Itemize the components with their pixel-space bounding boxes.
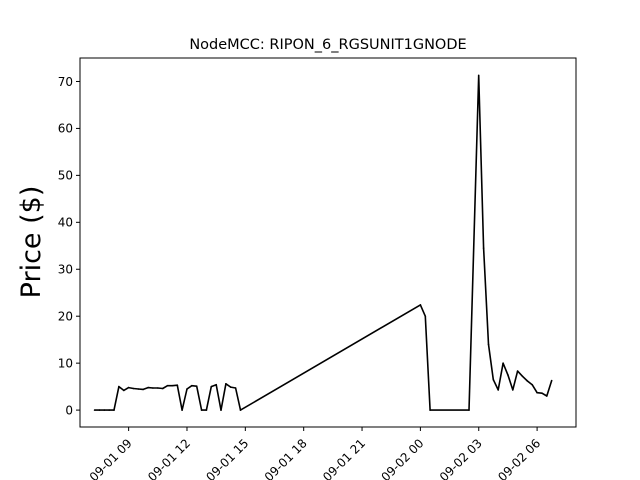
x-tick-label: 09-01 18: [262, 436, 310, 480]
data-point: [482, 247, 485, 249]
data-point: [152, 387, 154, 389]
data-point: [531, 383, 533, 386]
data-point: [419, 304, 422, 306]
y-tick-label: 60: [58, 122, 73, 136]
data-point: [132, 387, 135, 390]
y-tick-label: 70: [58, 75, 73, 89]
data-point: [186, 388, 188, 390]
data-point: [550, 379, 553, 382]
data-point: [492, 378, 495, 381]
data-point: [210, 385, 213, 388]
data-point: [541, 392, 543, 395]
plot-series: [93, 74, 553, 411]
x-tick-label: 09-01 12: [145, 436, 193, 480]
data-point: [502, 362, 504, 365]
data-point: [181, 409, 183, 411]
data-point: [195, 385, 198, 388]
x-axis: 09-01 09 09-01 12 09-01 15 09-01 18 09-01 21…: [87, 427, 543, 480]
data-point: [512, 389, 514, 391]
data-point: [176, 384, 179, 387]
data-point: [225, 383, 227, 385]
data-point: [468, 409, 470, 411]
data-point: [127, 386, 130, 389]
y-axis-label: Price ($): [16, 186, 47, 299]
x-tick-label: 09-01 21: [320, 436, 368, 480]
y-tick-label: 30: [58, 263, 73, 277]
data-point: [147, 386, 149, 389]
chart-title: NodeMCC: RIPON_6_RGSUNIT1GNODE: [189, 37, 466, 53]
data-point: [161, 387, 164, 390]
data-point: [546, 395, 548, 397]
data-point: [200, 409, 203, 411]
data-point: [205, 409, 208, 411]
data-point: [521, 375, 524, 378]
data-point: [118, 385, 120, 388]
series-line: [94, 74, 553, 411]
data-point: [487, 343, 490, 346]
y-tick-label: 0: [65, 403, 73, 417]
x-tick-label: 09-02 06: [495, 436, 543, 480]
data-point: [536, 391, 538, 394]
data-point: [137, 388, 140, 390]
data-point: [166, 384, 169, 387]
data-point: [103, 409, 106, 411]
y-tick-label: 50: [58, 169, 73, 183]
data-point: [215, 383, 217, 386]
data-point: [429, 409, 431, 411]
y-tick-label: 40: [58, 216, 73, 230]
data-point: [497, 389, 500, 391]
data-point: [113, 409, 115, 411]
data-point: [526, 380, 529, 382]
data-point: [123, 389, 125, 392]
y-tick-label: 10: [58, 356, 73, 370]
data-point: [507, 374, 509, 376]
x-tick-label: 09-01 09: [87, 436, 135, 480]
data-point: [477, 74, 480, 77]
data-point: [191, 384, 193, 387]
plot-frame: [79, 57, 577, 428]
x-tick-label: 09-02 03: [437, 436, 485, 480]
y-axis: 0 10 20 30 40 50 60 70: [58, 75, 80, 417]
data-point: [171, 384, 174, 387]
data-point: [157, 387, 159, 389]
x-tick-label: 09-02 00: [378, 436, 426, 480]
data-point: [142, 388, 144, 391]
data-point: [98, 409, 101, 411]
x-tick-label: 09-01 15: [203, 436, 251, 480]
data-point: [108, 409, 110, 411]
data-point: [239, 409, 242, 411]
data-point: [93, 409, 96, 411]
data-point: [220, 409, 222, 411]
data-point: [424, 315, 427, 318]
data-point: [229, 386, 232, 388]
y-tick-label: 20: [58, 310, 73, 324]
data-point: [516, 370, 519, 372]
data-point: [234, 387, 237, 389]
